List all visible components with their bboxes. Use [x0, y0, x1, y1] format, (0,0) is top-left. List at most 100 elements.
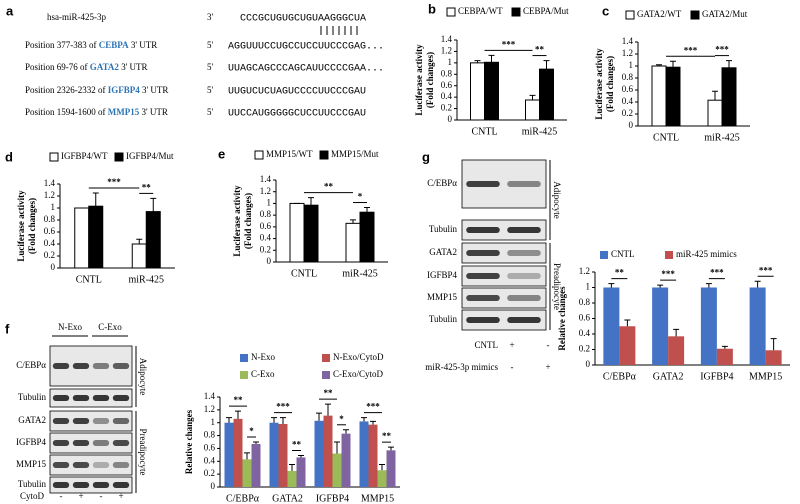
label-text: Position 1594-1600 of: [25, 107, 108, 117]
error-bar: [370, 420, 376, 425]
error-bar: [673, 328, 680, 337]
y-tick-label: 1: [211, 417, 216, 427]
y-tick-label: 1: [51, 202, 56, 212]
significance-label: *: [249, 426, 254, 436]
y-axis-label: Luciferase activity: [16, 190, 26, 262]
significance-label: ***: [715, 45, 729, 55]
error-bar: [289, 464, 295, 471]
x-tick-label: CNTL: [291, 268, 317, 279]
y-tick-label: 0.8: [622, 72, 634, 82]
bar: [224, 422, 234, 487]
error-bar: [657, 284, 664, 288]
strand-end: 5': [207, 40, 214, 50]
y-tick-label: 0.4: [622, 96, 634, 106]
blot-band: [466, 227, 500, 233]
y-tick-label: 1.2: [441, 45, 452, 55]
legend-swatch: [319, 150, 329, 160]
condition-label: miR-425-3p mimics: [425, 362, 498, 372]
bar: [74, 207, 90, 269]
row-label: MMP15: [16, 459, 47, 469]
label-text: 3' UTR: [129, 40, 158, 50]
blot-box: [461, 265, 547, 287]
blot-band: [52, 462, 70, 468]
condition-sign: -: [511, 362, 514, 372]
legend-label: CEBPA/Mut: [523, 6, 569, 16]
x-tick-label: C/EBPα: [226, 493, 260, 504]
y-tick-label: 0.2: [204, 468, 215, 478]
legend-swatch: [511, 7, 521, 17]
legend-label: N-Exo/CytoD: [333, 352, 384, 362]
blot-band: [507, 317, 541, 323]
sequence: CCCGCUGUGCUGU: [240, 14, 318, 25]
error-bar: [92, 192, 99, 207]
blot-band: [112, 440, 130, 446]
blot-band: [72, 462, 90, 468]
significance-label: ***: [710, 268, 724, 278]
blot-band: [72, 482, 90, 488]
bar: [314, 420, 324, 487]
blot-band: [52, 395, 70, 401]
gene-name: GATA2: [90, 62, 120, 72]
blot-band: [52, 440, 70, 446]
error-bar: [388, 446, 394, 451]
x-tick-label: CNTL: [76, 274, 102, 285]
legend-label: MMP15/Mut: [331, 149, 379, 159]
error-bar: [721, 345, 728, 349]
significance-label: *: [358, 192, 363, 202]
blot-band: [52, 363, 70, 369]
error-bar: [543, 60, 550, 70]
x-tick-label: C/EBPα: [603, 371, 637, 382]
label-text: 3' UTR: [119, 62, 148, 72]
row-label: C/EBPα: [16, 360, 46, 370]
significance-label: **: [292, 440, 302, 450]
label-text: Position 377-383 of: [25, 40, 99, 50]
bar: [278, 424, 288, 487]
error-bar: [529, 94, 536, 100]
sequence: A...: [360, 64, 384, 75]
blot-box: [461, 219, 547, 241]
gene-name: CEBPA: [99, 40, 129, 50]
bar: [525, 99, 540, 121]
legend-swatch: [600, 251, 608, 259]
blot-band: [466, 317, 500, 323]
y-tick-label: 0: [448, 114, 453, 124]
y-tick-label: 1: [586, 282, 591, 292]
legend-swatch: [690, 10, 700, 20]
row-label: IGFBP4: [427, 270, 458, 280]
y-axis-label: (Fold changes): [27, 198, 37, 254]
bar: [651, 65, 667, 127]
significance-label: **: [535, 45, 545, 55]
y-tick-label: 0: [586, 359, 591, 369]
label-text: 3' UTR: [139, 107, 168, 117]
y-tick-label: 0.2: [579, 344, 590, 354]
error-bar: [308, 197, 314, 206]
blot-band: [72, 395, 90, 401]
condition-label: CNTL: [475, 340, 499, 350]
strand-end: 5': [207, 85, 214, 95]
blot-band: [466, 295, 500, 301]
y-tick-label: 0.2: [260, 244, 271, 254]
error-bar: [712, 90, 718, 101]
panel-letter: d: [5, 149, 13, 164]
row-label: GATA2: [18, 415, 46, 425]
error-bar: [488, 54, 495, 63]
error-bar: [244, 452, 250, 460]
significance-label: ***: [366, 402, 380, 412]
x-tick-label: MMP15: [749, 371, 782, 382]
sequence-match: UUCCCGA: [318, 109, 360, 120]
blot-band: [507, 273, 541, 279]
sequence: UUGUCUCUAGUCCCC: [228, 87, 318, 98]
error-bar: [705, 283, 712, 288]
bar: [665, 66, 681, 127]
condition-sign: -: [100, 491, 103, 501]
sequence-match: UUCCCGA: [318, 42, 360, 53]
legend-label: C-Exo: [251, 369, 275, 379]
bar: [233, 418, 243, 487]
legend-label: IGFBP4/WT: [61, 151, 108, 161]
bar: [386, 450, 396, 487]
group-label: Preadipocyte: [138, 429, 148, 476]
legend-label: C-Exo/CytoD: [333, 369, 384, 379]
row-label: C/EBPα: [427, 178, 457, 188]
y-axis-label: (Fold changes): [243, 193, 253, 249]
y-tick-label: 1.4: [260, 174, 272, 184]
